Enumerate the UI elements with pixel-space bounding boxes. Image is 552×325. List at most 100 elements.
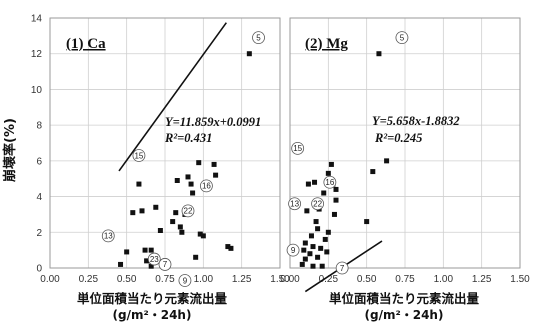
ca-y-tick-label: 4 — [36, 192, 42, 203]
ca-data-point — [148, 247, 154, 253]
mg-data-point — [310, 263, 316, 269]
ca-x-tick-label: 1.00 — [194, 274, 214, 285]
ca-data-point — [193, 254, 199, 260]
ca-point-label-circle — [252, 31, 265, 45]
mg-data-point — [304, 208, 310, 214]
ca-data-point — [124, 249, 130, 255]
ca-data-point — [174, 178, 180, 183]
ca-data-point — [196, 160, 202, 166]
ca-x-axis-label: 単位面積当たり元素流出量 — [77, 291, 228, 306]
ca-point-label-text: 16 — [202, 182, 211, 191]
mg-data-point — [325, 170, 331, 176]
ca-point-label-circle — [199, 179, 213, 193]
ca-data-point — [246, 51, 252, 57]
ca-data-point — [139, 208, 145, 214]
mg-regression-equation: Y=5.658x-1.8832 — [372, 114, 460, 128]
ca-data-point — [130, 210, 136, 216]
ca-point-label-circle — [158, 258, 172, 271]
ca-point-label-text: 22 — [184, 207, 193, 216]
ca-data-point — [148, 263, 154, 269]
mg-data-point — [333, 197, 339, 203]
mg-data-point — [370, 169, 376, 175]
ca-x-tick-label: 1.25 — [232, 274, 252, 285]
mg-data-point — [310, 244, 316, 250]
ca-data-point — [170, 219, 176, 225]
mg-data-point — [312, 179, 318, 185]
mg-data-point — [324, 249, 330, 255]
ca-point-label-text: 5 — [256, 33, 261, 42]
ca-data-point — [197, 231, 203, 237]
mg-point-label: 5 — [395, 31, 409, 45]
ca-x-axis-unit: (g/m²・24h) — [113, 308, 192, 322]
ca-data-point — [188, 181, 194, 187]
ca-chart: 0.00 0.25 0.50 0.75 1.00 1.25 1.50 0 2 4 6 8 10 12 14 5… — [31, 14, 290, 287]
ca-point-label: 22 — [181, 204, 195, 218]
ca-data-point — [136, 181, 142, 187]
mg-point-label-text: 22 — [313, 200, 322, 209]
mg-data-point — [305, 181, 311, 187]
ca-point-label-text: 23 — [150, 255, 159, 264]
ca-y-tick-label: 8 — [36, 121, 42, 132]
ca-point-label: 15 — [132, 149, 146, 162]
mg-x-tick-label: 0.25 — [319, 274, 339, 285]
mg-point-label-circle — [291, 141, 305, 155]
ca-point-label-text: 9 — [183, 276, 188, 285]
ca-regression-equation: Y=11.859x+0.0991 — [165, 115, 261, 129]
mg-x-tick-label: 1.25 — [472, 274, 492, 285]
ca-trendline — [118, 22, 227, 172]
ca-point-label: 7 — [158, 258, 172, 271]
ca-point-label: 13 — [101, 229, 115, 243]
mg-point-label-text: 13 — [290, 200, 299, 209]
mg-point-label-text: 5 — [400, 33, 405, 42]
mg-data-point — [307, 251, 313, 257]
mg-data-point — [319, 263, 325, 269]
ca-y-tick-label: 12 — [31, 49, 43, 60]
mg-data-point — [331, 211, 337, 217]
mg-data-point — [301, 247, 307, 253]
mg-chart: 0.00 0.25 0.50 0.75 1.00 1.25 1.50 5 15 16 13 22 9 7 (… — [280, 17, 530, 293]
mg-x-tick-label: 1.50 — [510, 274, 530, 285]
ca-point-label: 23 — [147, 252, 161, 266]
mg-data-point — [384, 158, 390, 164]
mg-r-squared: R²=0.245 — [374, 131, 422, 145]
mg-data-point — [308, 233, 314, 239]
mg-data-point — [315, 226, 321, 232]
ca-r-squared: R²=0.431 — [164, 131, 212, 145]
mg-point-label: 15 — [291, 141, 305, 155]
mg-data-point — [328, 161, 334, 167]
mg-x-axis-unit: (g/m²・24h) — [365, 308, 444, 322]
mg-data-point — [318, 245, 324, 251]
ca-x-tick-label: 0.00 — [40, 274, 60, 285]
mg-point-label-text: 9 — [291, 246, 296, 255]
ca-point-label-circle — [178, 274, 192, 287]
mg-data-point — [325, 229, 331, 235]
mg-point-label: 16 — [323, 175, 337, 189]
ca-point-label-text: 13 — [104, 232, 113, 241]
ca-y-tick-label: 14 — [31, 14, 43, 25]
mg-data-point — [333, 186, 339, 192]
mg-point-label-text: 15 — [293, 144, 302, 153]
ca-point-label-text: 7 — [163, 260, 168, 269]
mg-data-point — [364, 219, 370, 225]
mg-point-label-circle — [288, 197, 302, 211]
mg-point-label: 9 — [286, 243, 300, 257]
ca-y-tick-label: 6 — [36, 156, 42, 167]
ca-data-point — [179, 229, 185, 235]
mg-x-tick-label: 1.00 — [434, 274, 454, 285]
mg-point-label-circle — [395, 31, 409, 45]
mg-x-tick-label: 0.00 — [280, 274, 300, 285]
ca-data-point — [144, 258, 150, 264]
mg-point-label-circle — [311, 197, 325, 211]
ca-x-tick-label: 0.25 — [79, 274, 99, 285]
ca-y-tick-label: 10 — [31, 85, 43, 96]
mg-point-label-text: 7 — [340, 264, 345, 273]
ca-point-label: 9 — [178, 274, 192, 287]
ca-point-label-circle — [132, 149, 146, 162]
ca-x-tick-label: 0.75 — [155, 274, 175, 285]
mg-point-label: 7 — [335, 261, 349, 275]
mg-data-point — [299, 261, 305, 267]
ca-data-point — [211, 161, 217, 167]
ca-data-point — [118, 261, 124, 267]
mg-data-point — [302, 256, 308, 262]
